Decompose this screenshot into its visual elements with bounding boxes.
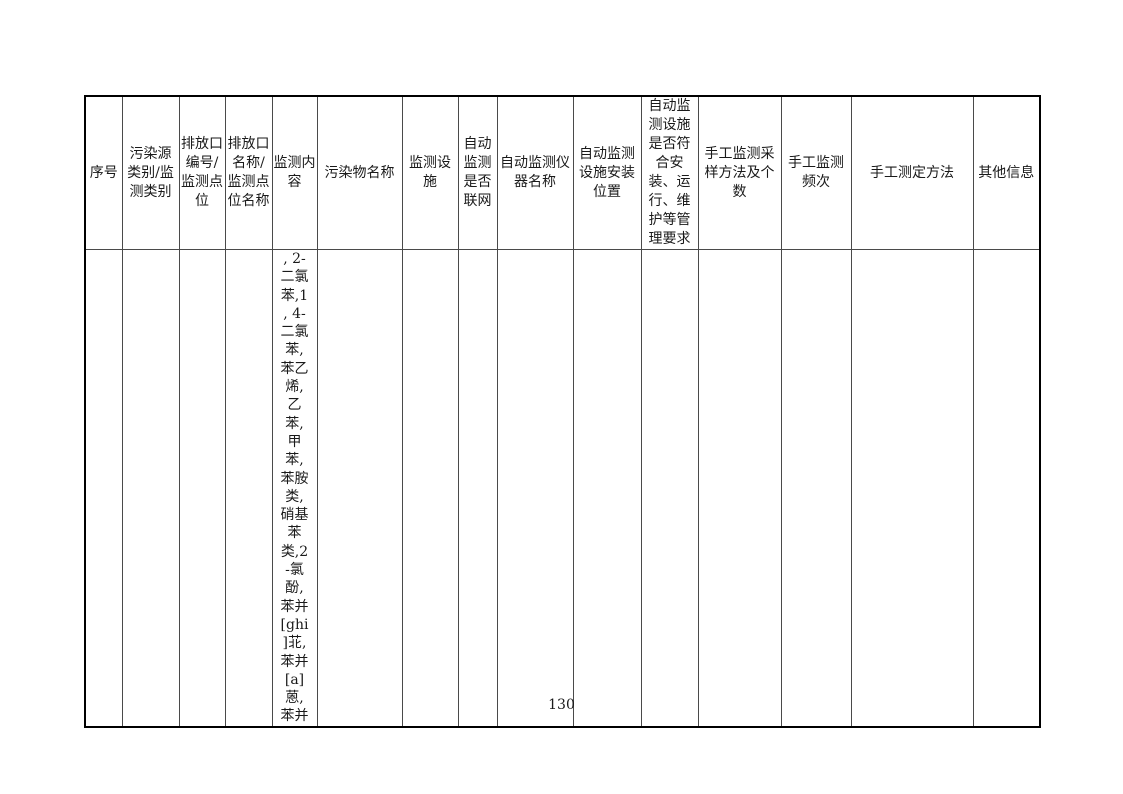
col-header-monitoring-content: 监测内容 (271, 95, 318, 250)
col-header-monitoring-facility: 监测设施 (401, 95, 459, 250)
table-header-row: 序号 污染源类别/监测类别 排放口编号/监测点位 排放口名称/监测点位名称 监测… (84, 95, 1041, 250)
col-header-manual-monitoring-frequency: 手工监测频次 (780, 95, 852, 250)
col-header-serial-number: 序号 (84, 95, 123, 250)
cell-pollution-source-category (121, 248, 180, 728)
cell-auto-monitoring-instrument (496, 248, 574, 728)
col-header-manual-sampling-method: 手工监测采样方法及个数 (697, 95, 782, 250)
cell-auto-monitoring-compliance (640, 248, 699, 728)
self-monitoring-table: 序号 污染源类别/监测类别 排放口编号/监测点位 排放口名称/监测点位名称 监测… (84, 95, 1041, 728)
cell-monitoring-content: , 2- 二氯 苯,1 , 4- 二氯 苯, 苯乙 烯, 乙 苯, 甲 苯, 苯… (271, 248, 318, 728)
cell-serial-number (84, 248, 123, 728)
col-header-manual-determination-method: 手工测定方法 (850, 95, 974, 250)
col-header-auto-monitoring-instrument: 自动监测仪器名称 (496, 95, 574, 250)
cell-auto-monitoring-networked (457, 248, 498, 728)
cell-manual-sampling-method (697, 248, 782, 728)
cell-auto-monitoring-install-location (572, 248, 642, 728)
cell-monitoring-facility (401, 248, 459, 728)
col-header-other-info: 其他信息 (972, 95, 1041, 250)
cell-pollutant-name (316, 248, 403, 728)
col-header-auto-monitoring-install-location: 自动监测设施安装位置 (572, 95, 642, 250)
table-body-row: , 2- 二氯 苯,1 , 4- 二氯 苯, 苯乙 烯, 乙 苯, 甲 苯, 苯… (84, 248, 1041, 728)
col-header-pollutant-name: 污染物名称 (316, 95, 403, 250)
col-header-outlet-name: 排放口名称/监测点位名称 (224, 95, 273, 250)
cell-outlet-name (224, 248, 273, 728)
cell-outlet-number (178, 248, 226, 728)
col-header-auto-monitoring-compliance: 自动监测设施是否符合安装、运行、维护等管理要求 (640, 95, 699, 250)
col-header-pollution-source-category: 污染源类别/监测类别 (121, 95, 180, 250)
cell-manual-monitoring-frequency (780, 248, 852, 728)
col-header-auto-monitoring-networked: 自动监测是否联网 (457, 95, 498, 250)
cell-manual-determination-method (850, 248, 974, 728)
cell-other-info (972, 248, 1041, 728)
col-header-outlet-number: 排放口编号/监测点位 (178, 95, 226, 250)
page-number: 130 (548, 697, 575, 713)
